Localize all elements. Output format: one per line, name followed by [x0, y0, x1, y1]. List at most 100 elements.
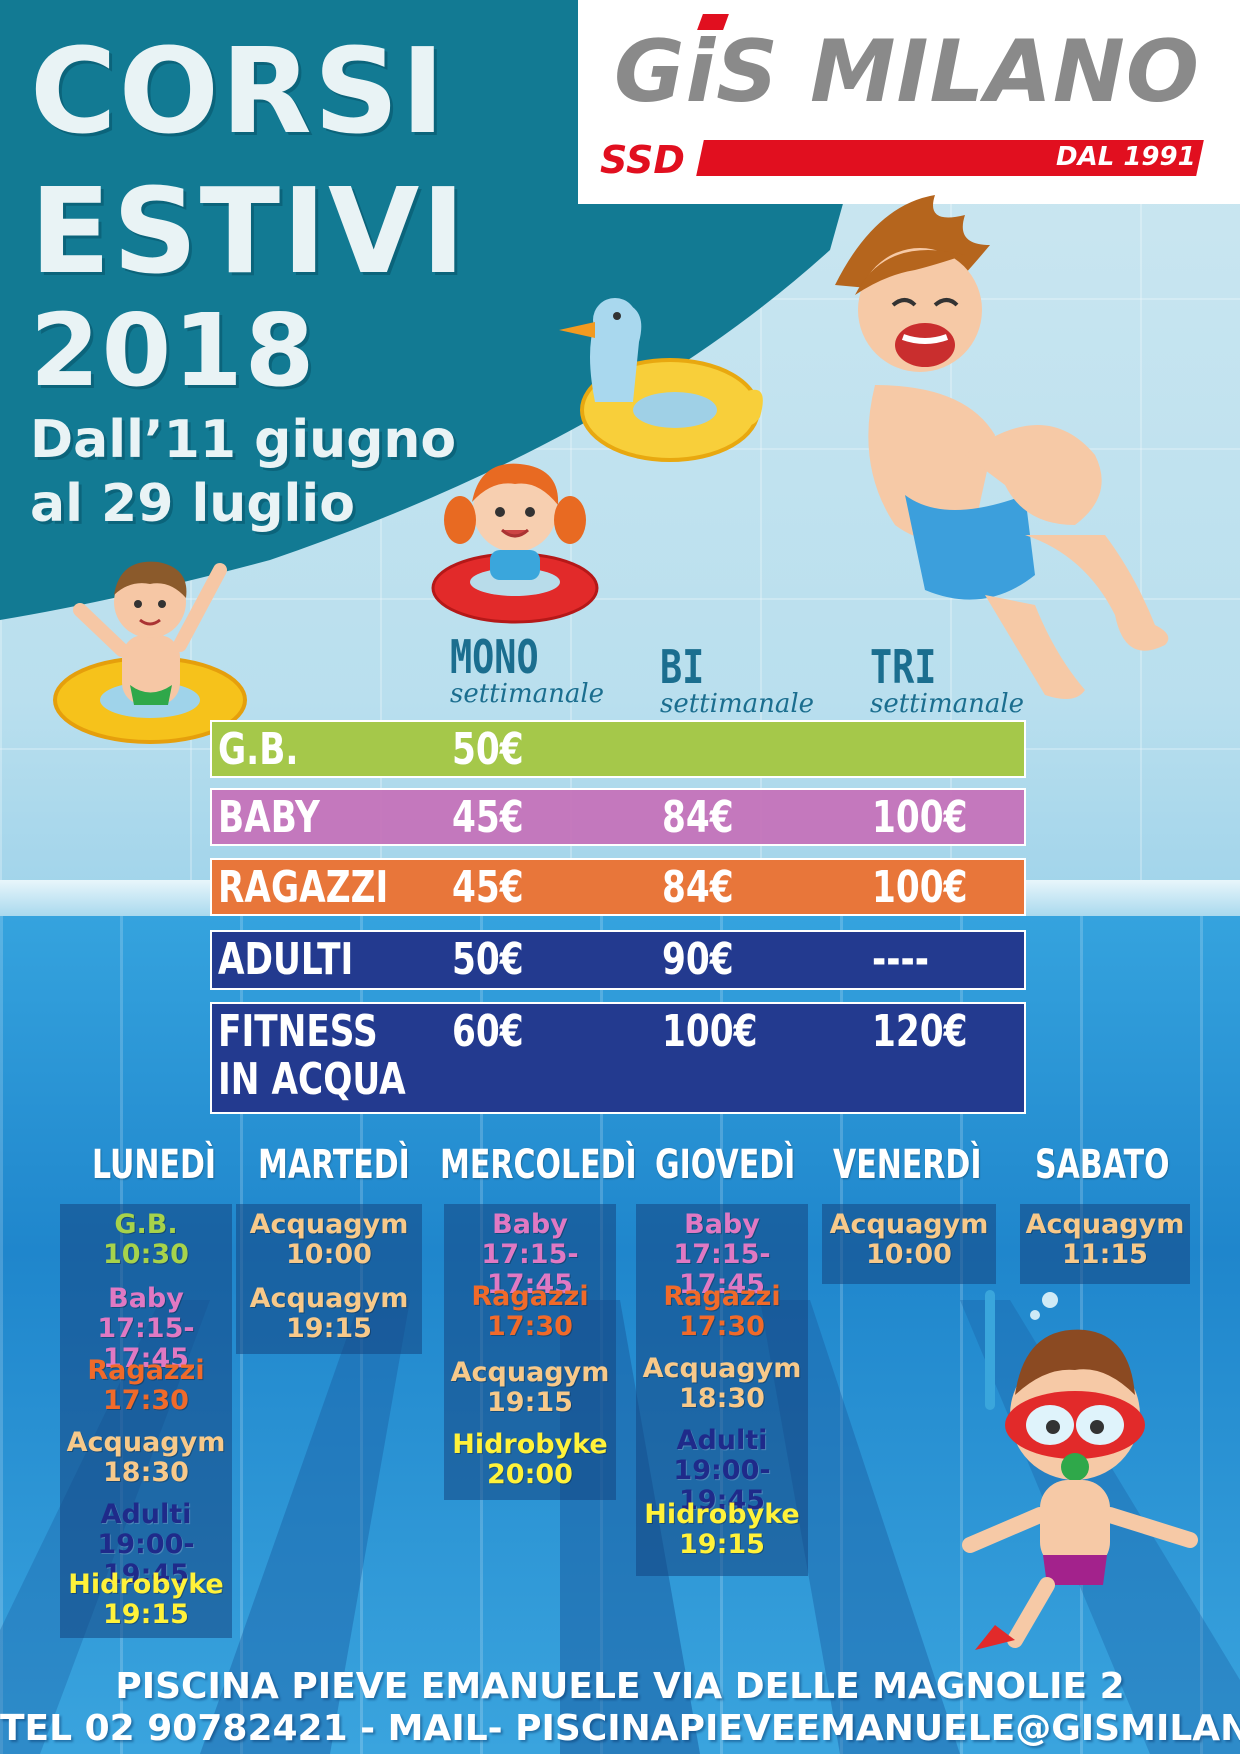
slot-time: 17:15-17:45	[673, 1239, 771, 1300]
price-bi: 100€	[662, 1006, 758, 1057]
row-name: RAGAZZI	[218, 862, 389, 913]
slot-hidrobyke: Hidrobyke 20:00	[444, 1430, 616, 1490]
slot-time: 17:30	[487, 1311, 573, 1342]
slot-hidrobyke: Hidrobyke 19:15	[60, 1570, 232, 1630]
price-tri: 100€	[872, 862, 968, 913]
snorkel-boy-icon	[962, 1290, 1198, 1650]
duck-float-icon	[559, 298, 763, 462]
price-row-baby: BABY 45€ 84€ 100€	[210, 788, 1026, 846]
row-name: G.B.	[218, 724, 299, 775]
price-tri: ----	[872, 934, 929, 985]
swimming-girl-icon	[431, 463, 599, 624]
day-head-venerdi: VENERDÌ	[833, 1142, 982, 1188]
slot-time: 17:30	[679, 1311, 765, 1342]
slot-name: Acquagym	[249, 1209, 409, 1240]
slot-time: 11:15	[1062, 1239, 1148, 1270]
day-head-martedi: MARTEDÌ	[258, 1142, 410, 1188]
slot-baby: Baby 17:15-17:45	[444, 1210, 616, 1300]
slot-name: Acquagym	[642, 1353, 802, 1384]
slot-hidrobyke: Hidrobyke 19:15	[636, 1500, 808, 1560]
col-bi-head: BI settimanale	[660, 640, 815, 719]
schedule-venerdi: Acquagym 10:00	[822, 1204, 996, 1284]
day-head-lunedi: LUNEDÌ	[92, 1142, 217, 1188]
row-name: BABY	[218, 792, 320, 843]
col-tri-sub: settimanale	[870, 689, 1025, 719]
slot-name: Hidrobyke	[452, 1429, 608, 1460]
slot-time: 19:15	[286, 1313, 372, 1344]
logo-name: GiS MILANO	[614, 22, 1200, 122]
slot-time: 19:15	[103, 1599, 189, 1630]
day-head-giovedi: GIOVEDÌ	[655, 1142, 796, 1188]
slot-name: Acquagym	[1025, 1209, 1185, 1240]
price-row-adulti: ADULTI 50€ 90€ ----	[210, 930, 1026, 990]
price-row-gb: G.B. 50€	[210, 720, 1026, 778]
slot-name: Baby	[492, 1209, 568, 1240]
price-tri: 120€	[872, 1006, 968, 1057]
col-bi-sub: settimanale	[660, 689, 815, 719]
slot-time: 18:30	[103, 1457, 189, 1488]
slot-name: Adulti	[676, 1425, 768, 1456]
price-tri: 100€	[872, 792, 968, 843]
footer-address: PISCINA PIEVE EMANUELE VIA DELLE MAGNOLI…	[115, 1666, 1125, 1707]
slot-time: 10:00	[286, 1239, 372, 1270]
slot-time: 19:00-19:45	[97, 1529, 195, 1590]
slot-ragazzi: Ragazzi 17:30	[60, 1356, 232, 1416]
title-dates-start: Dall’11 giugno	[30, 410, 457, 470]
col-tri-label: TRI	[870, 640, 937, 694]
price-bi: 90€	[662, 934, 734, 985]
price-mono: 60€	[452, 1006, 524, 1057]
slot-name: Hidrobyke	[644, 1499, 800, 1530]
day-head-sabato: SABATO	[1035, 1142, 1170, 1188]
title-estivi: ESTIVI	[30, 162, 468, 300]
slot-name: G.B.	[114, 1209, 178, 1240]
slot-adulti: Adulti 19:00-19:45	[60, 1500, 232, 1590]
gis-milano-logo: GiS MILANO SSD DAL 1991	[578, 0, 1240, 204]
price-row-fitness: FITNESS IN ACQUA 60€ 100€ 120€	[210, 1002, 1026, 1114]
slot-time: 18:30	[679, 1383, 765, 1414]
slot-acquagym: Acquagym 10:00	[822, 1210, 996, 1270]
schedule-martedi: Acquagym 10:00 Acquagym 19:15	[236, 1204, 422, 1354]
col-bi-label: BI	[660, 640, 705, 694]
slot-time: 19:00-19:45	[673, 1455, 771, 1516]
title-year: 2018	[30, 292, 317, 409]
slot-time: 20:00	[487, 1459, 573, 1490]
title-dates-end: al 29 luglio	[30, 474, 355, 534]
slot-time: 19:15	[679, 1529, 765, 1560]
price-mono: 45€	[452, 792, 524, 843]
slot-acquagym: Acquagym 19:15	[444, 1358, 616, 1418]
day-head-mercoledi: MERCOLEDÌ	[440, 1142, 637, 1188]
slot-name: Adulti	[100, 1499, 192, 1530]
slot-acquagym: Acquagym 10:00	[236, 1210, 422, 1270]
slot-gb: G.B. 10:30	[60, 1210, 232, 1270]
price-bi: 84€	[662, 792, 734, 843]
title-corsi: CORSI	[30, 22, 447, 160]
slot-ragazzi: Ragazzi 17:30	[636, 1282, 808, 1342]
slot-name: Baby	[108, 1283, 184, 1314]
price-bi: 84€	[662, 862, 734, 913]
schedule-mercoledi: Baby 17:15-17:45 Ragazzi 17:30 Acquagym …	[444, 1204, 616, 1500]
slot-ragazzi: Ragazzi 17:30	[444, 1282, 616, 1342]
slot-name: Acquagym	[829, 1209, 989, 1240]
row-name-line2: IN ACQUA	[218, 1054, 406, 1105]
jumping-boy-icon	[835, 195, 1169, 699]
col-mono-label: MONO	[450, 630, 539, 684]
slot-name: Acquagym	[249, 1283, 409, 1314]
col-mono-head: MONO settimanale	[450, 630, 604, 707]
slot-name: Acquagym	[66, 1427, 226, 1458]
slot-acquagym: Acquagym 19:15	[236, 1284, 422, 1344]
col-tri-head: TRI settimanale	[870, 640, 1025, 719]
footer-contact: TEL 02 90782421 - MAIL- PISCINAPIEVEEMAN…	[0, 1708, 1240, 1749]
slot-time: 19:15	[487, 1387, 573, 1418]
slot-name: Baby	[684, 1209, 760, 1240]
slot-baby: Baby 17:15-17:45	[636, 1210, 808, 1300]
logo-ssd: SSD	[600, 138, 685, 182]
slot-name: Ragazzi	[471, 1281, 589, 1312]
schedule-giovedi: Baby 17:15-17:45 Ragazzi 17:30 Acquagym …	[636, 1204, 808, 1576]
row-name: FITNESS	[218, 1006, 378, 1057]
slot-adulti: Adulti 19:00-19:45	[636, 1426, 808, 1516]
slot-time: 10:00	[866, 1239, 952, 1270]
slot-name: Ragazzi	[87, 1355, 205, 1386]
slot-name: Ragazzi	[663, 1281, 781, 1312]
slot-baby: Baby 17:15-17:45	[60, 1284, 232, 1374]
